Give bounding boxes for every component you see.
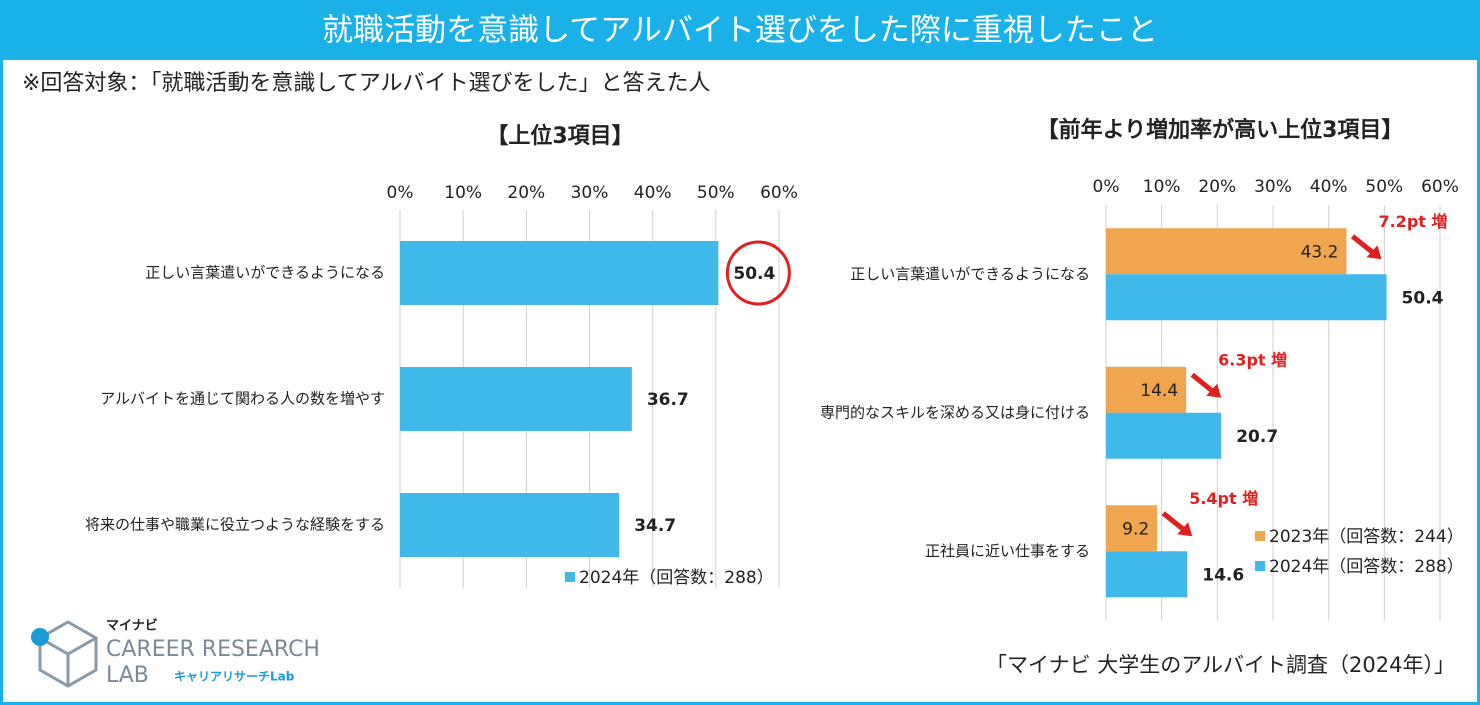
x-tick-label: 40% bbox=[634, 183, 672, 203]
value-label: 43.2 bbox=[1301, 242, 1339, 262]
chart-title: 【前年より増加率が高い上位3項目】 bbox=[1037, 117, 1404, 143]
value-label: 14.6 bbox=[1202, 565, 1244, 585]
annotation-arrow bbox=[1190, 372, 1214, 393]
value-label: 36.7 bbox=[647, 390, 689, 410]
category-label: 正社員に近い仕事をする bbox=[925, 542, 1090, 560]
annotation-arrowhead bbox=[1206, 383, 1222, 398]
legend-swatch bbox=[565, 572, 575, 582]
x-tick-label: 60% bbox=[760, 183, 798, 203]
bar bbox=[1106, 505, 1158, 552]
logo-dot bbox=[31, 628, 49, 646]
logo: マイナビ CAREER RESEARCH LAB キャリアリサーチLab bbox=[31, 618, 320, 688]
x-tick-label: 20% bbox=[507, 183, 545, 203]
source: 「マイナビ 大学生のアルバイト調査（2024年）」 bbox=[986, 653, 1455, 677]
title-band bbox=[0, 0, 1480, 60]
bar bbox=[1106, 412, 1222, 459]
bar bbox=[400, 367, 632, 431]
x-tick-label: 20% bbox=[1198, 177, 1236, 197]
annotation-arrowhead bbox=[1366, 245, 1382, 260]
annotation: 7.2pt 増 bbox=[1378, 212, 1447, 231]
category-label: アルバイトを通じて関わる人の数を増やす bbox=[100, 390, 385, 408]
annotation: 6.3pt 増 bbox=[1218, 350, 1287, 369]
value-label: 34.7 bbox=[634, 516, 676, 536]
note: ※回答対象：「就職活動を意識してアルバイト選びをした」と答えた人 bbox=[22, 71, 711, 96]
x-tick-label: 50% bbox=[1365, 177, 1403, 197]
legend-label: 2024年（回答数：288） bbox=[579, 568, 774, 588]
bar bbox=[1106, 366, 1187, 413]
bar bbox=[400, 241, 719, 305]
logo-brand: マイナビ bbox=[106, 618, 158, 634]
category-label: 将来の仕事や職業に役立つような経験をする bbox=[85, 516, 385, 534]
x-tick-label: 30% bbox=[1254, 177, 1292, 197]
x-tick-label: 60% bbox=[1421, 177, 1459, 197]
bar bbox=[1106, 274, 1387, 321]
logo-line2: LAB bbox=[106, 663, 149, 688]
page-title: 就職活動を意識してアルバイト選びをした際に重視したこと bbox=[322, 13, 1158, 49]
category-label: 正しい言葉遣いができるようになる bbox=[850, 265, 1090, 283]
legend-label: 2023年（回答数：244） bbox=[1269, 527, 1464, 547]
annotation-arrow bbox=[1161, 511, 1185, 532]
legend-swatch bbox=[1255, 561, 1265, 571]
category-label: 正しい言葉遣いができるようになる bbox=[145, 264, 385, 282]
value-label: 14.4 bbox=[1140, 381, 1178, 401]
annotation-arrowhead bbox=[1177, 522, 1193, 537]
x-tick-label: 10% bbox=[444, 183, 482, 203]
annotation-arrow bbox=[1350, 234, 1375, 255]
x-tick-label: 0% bbox=[387, 183, 414, 203]
x-tick-label: 10% bbox=[1143, 177, 1181, 197]
highlight-circle bbox=[725, 240, 791, 306]
value-label: 50.4 bbox=[733, 264, 775, 284]
logo-line1: CAREER RESEARCH bbox=[106, 637, 320, 662]
category-label: 専門的なスキルを深める又は身に付ける bbox=[820, 403, 1090, 421]
logo-sub: キャリアリサーチLab bbox=[174, 670, 295, 684]
value-label: 50.4 bbox=[1402, 288, 1444, 308]
annotation: 5.4pt 増 bbox=[1189, 489, 1258, 508]
value-label: 20.7 bbox=[1236, 427, 1278, 447]
x-tick-label: 30% bbox=[571, 183, 609, 203]
bar bbox=[400, 493, 620, 557]
x-tick-label: 40% bbox=[1310, 177, 1348, 197]
x-tick-label: 50% bbox=[697, 183, 735, 203]
chart-title: 【上位3項目】 bbox=[486, 123, 633, 149]
x-tick-label: 0% bbox=[1093, 177, 1120, 197]
bar bbox=[1106, 228, 1347, 275]
legend-label: 2024年（回答数：288） bbox=[1269, 557, 1464, 577]
bar bbox=[1106, 551, 1188, 598]
value-label: 9.2 bbox=[1122, 519, 1149, 539]
legend-swatch bbox=[1255, 531, 1265, 541]
